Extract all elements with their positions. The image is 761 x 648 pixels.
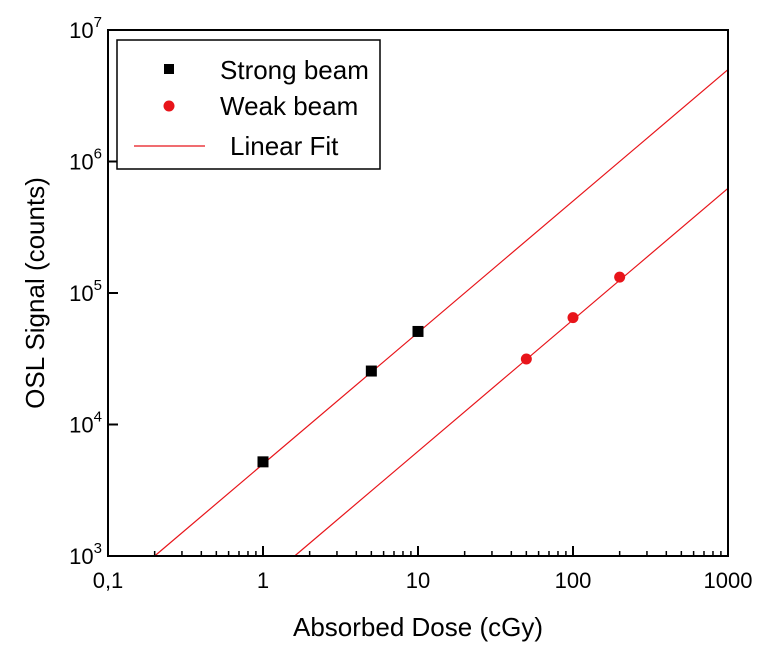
x-tick-label: 0,1 [93, 568, 124, 593]
legend-box [116, 39, 381, 170]
legend-label-linear-fit: Linear Fit [230, 131, 339, 161]
x-axis-title: Absorbed Dose (cGy) [293, 612, 543, 642]
strong-beam-point [365, 365, 377, 377]
legend-symbol-strong-beam [164, 64, 174, 74]
strong-beam-point [257, 456, 269, 468]
legend-symbol-weak-beam [163, 100, 175, 112]
y-tick-label: 103 [69, 540, 102, 569]
weak-beam-point [520, 353, 532, 365]
fit-line-1 [154, 69, 729, 557]
y-axis-title: OSL Signal (counts) [20, 177, 50, 409]
fit-lines [154, 69, 729, 557]
x-axis-ticks: 0,1 1 10 100 1000 [93, 546, 753, 593]
y-tick-label: 106 [69, 146, 102, 175]
weak-beam-point [614, 271, 626, 283]
y-axis-ticks: 103 104 105 106 107 [69, 14, 118, 569]
plot-frame [107, 29, 729, 557]
legend-label-strong-beam: Strong beam [220, 55, 369, 85]
legend-label-weak-beam: Weak beam [220, 91, 358, 121]
x-tick-label: 100 [555, 568, 592, 593]
x-tick-label: 1 [257, 568, 269, 593]
y-tick-label: 107 [69, 14, 102, 43]
legend: Strong beam Weak beam Linear Fit [116, 39, 381, 170]
fit-line-2 [294, 187, 729, 557]
weak-beam-point [567, 312, 579, 324]
strong-beam-point [412, 325, 424, 337]
x-tick-label: 1000 [704, 568, 753, 593]
y-tick-label: 105 [69, 277, 102, 306]
x-tick-label: 10 [406, 568, 430, 593]
data-points [257, 271, 626, 468]
y-tick-label: 104 [69, 409, 102, 438]
